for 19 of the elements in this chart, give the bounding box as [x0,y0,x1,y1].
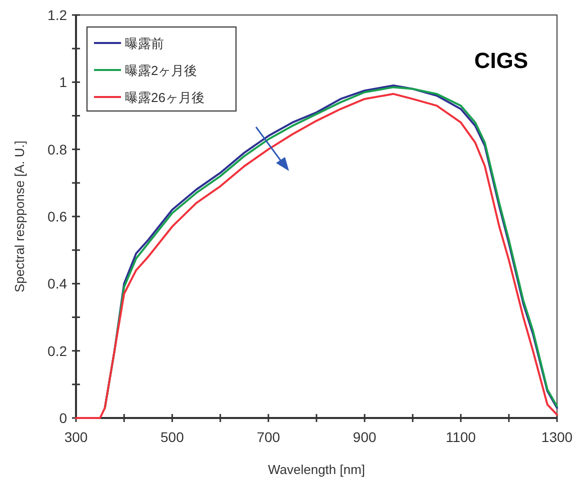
annotation: CIGS [474,48,528,73]
x-tick-label: 500 [160,429,184,445]
y-tick-label: 0.8 [48,141,68,158]
y-tick-label: 1 [59,74,68,90]
y-axis-title: Spectral respponse [A. U.] [12,140,27,292]
y-tick-label: 1.2 [48,7,68,23]
y-tick-label: 0.6 [48,208,68,224]
legend-label: 曝露26ヶ月後 [125,90,204,105]
x-tick-label: 300 [64,429,88,445]
y-tick-label: 0.4 [48,276,68,292]
x-tick-label: 700 [256,429,280,445]
legend-label: 曝露2ヶ月後 [125,63,198,78]
x-tick-label: 1100 [446,429,476,445]
y-tick-label: 0.2 [48,342,68,359]
x-axis-title: Wavelength [nm] [268,462,366,477]
legend-label: 曝露前 [125,36,164,51]
y-tick-label: 0 [59,410,68,426]
x-tick-label: 1300 [541,429,573,445]
x-tick-label: 900 [352,429,376,445]
